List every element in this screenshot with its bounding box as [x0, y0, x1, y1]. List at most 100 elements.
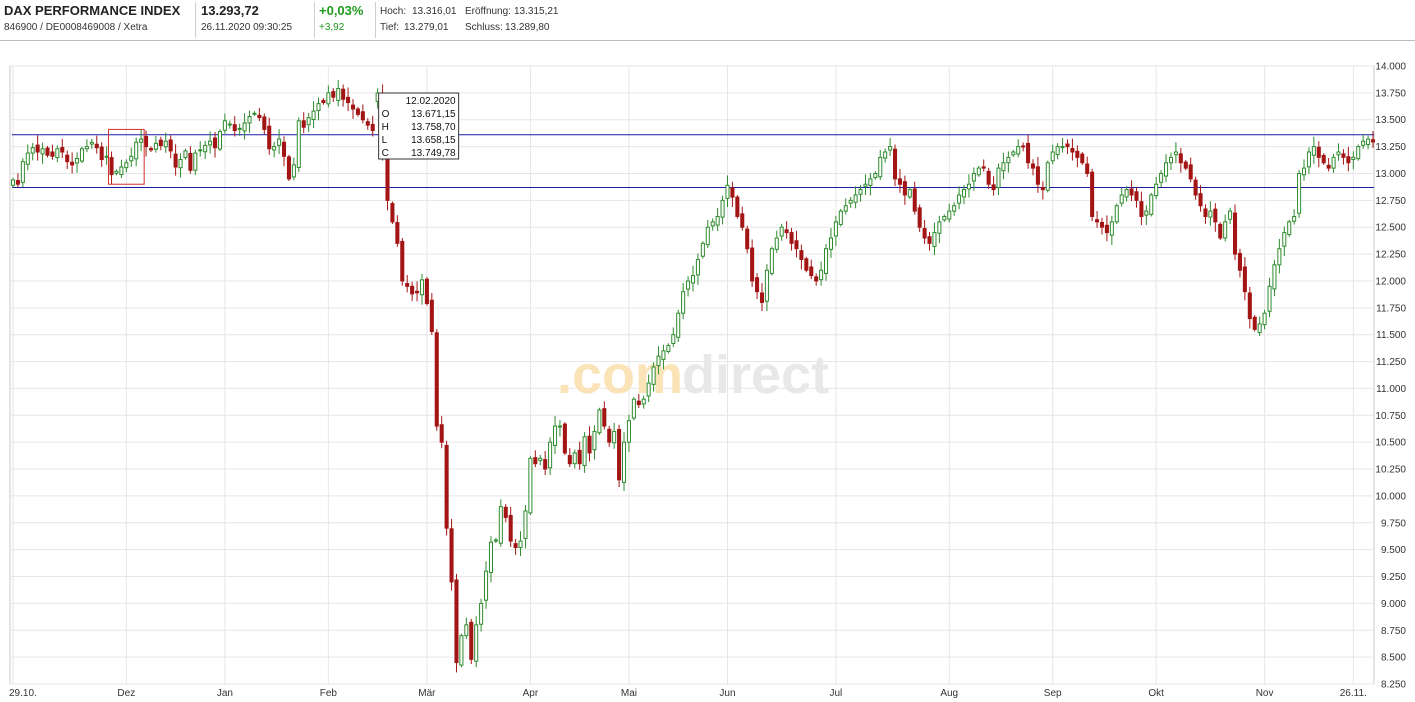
y-tick-label: 12.750: [1375, 196, 1406, 207]
candle-body: [139, 138, 144, 143]
candle-body: [30, 147, 35, 154]
candle-body: [1055, 146, 1060, 156]
candle-body: [50, 151, 55, 157]
tooltip-date: 12.02.2020: [406, 96, 456, 107]
price-chart[interactable]: .com direct 14.00013.75013.50013.25013.0…: [0, 41, 1415, 702]
candle-body: [710, 221, 715, 227]
y-tick-label: 13.500: [1375, 115, 1406, 126]
candle-body: [1193, 179, 1198, 196]
candle-body: [833, 221, 838, 237]
candle-body: [178, 159, 183, 169]
candle-body: [1242, 266, 1247, 293]
candle-body: [227, 123, 232, 126]
candle-body: [232, 124, 237, 131]
candle-body: [168, 139, 173, 152]
instrument-cell: DAX PERFORMANCE INDEX 846900 / DE0008469…: [0, 0, 195, 40]
close-value: 13.289,80: [505, 22, 550, 33]
watermark-suffix: direct: [682, 345, 829, 405]
candle-body: [217, 131, 222, 150]
candle-body: [508, 514, 513, 542]
candle-body: [301, 120, 306, 128]
candle-body: [163, 140, 168, 148]
candle-body: [1001, 162, 1006, 172]
candle-body: [1301, 167, 1307, 176]
candle-body: [119, 166, 124, 176]
candle-body: [1090, 171, 1095, 217]
candle-body: [1040, 186, 1045, 191]
candle-body: [1287, 221, 1292, 236]
quote-datetime: 26.11.2020 09:30:25: [201, 22, 293, 33]
candle-body: [828, 237, 833, 250]
candle-body: [671, 334, 676, 345]
candle-body: [405, 283, 410, 287]
tooltip-key-open: O: [382, 109, 390, 120]
candle-body: [1228, 210, 1233, 220]
candle-body: [592, 430, 597, 451]
x-tick-label: Mai: [621, 688, 637, 699]
candle-body: [1164, 162, 1169, 177]
candle-body: [1208, 210, 1213, 218]
y-tick-label: 12.000: [1375, 276, 1406, 287]
candle-body: [306, 117, 311, 126]
tooltip-box: [378, 92, 460, 160]
candle-body: [528, 457, 533, 514]
candle-body: [390, 203, 395, 223]
ohlc-tooltip: 12.02.2020 O 13.671,15 H 13.758,70 L 13.…: [378, 92, 460, 160]
candle-body: [464, 624, 469, 637]
candle-body: [479, 602, 484, 625]
candle-body: [55, 148, 60, 159]
y-tick-label: 9.500: [1381, 545, 1406, 556]
candle-body: [488, 541, 493, 573]
candle-body: [1326, 164, 1331, 169]
candle-body: [213, 137, 218, 149]
candle-body: [1159, 172, 1164, 183]
candle-body: [720, 199, 725, 218]
candle-body: [193, 152, 198, 171]
candle-body: [415, 290, 420, 294]
candle-body: [686, 280, 691, 290]
candle-body: [971, 172, 976, 182]
tooltip-key-high: H: [382, 122, 389, 133]
candle-body: [104, 155, 109, 158]
candle-body: [784, 229, 789, 234]
candle-body: [548, 441, 553, 469]
candle-body: [365, 121, 370, 126]
candle-body: [1292, 215, 1297, 222]
candle-body: [1272, 264, 1277, 290]
candle-body: [1119, 194, 1124, 204]
divider: [375, 2, 376, 38]
candle-body: [1065, 143, 1070, 148]
candle-body: [272, 146, 277, 151]
candle-body: [730, 187, 735, 198]
candle-body: [153, 142, 158, 150]
candle-body: [129, 155, 134, 162]
y-tick-label: 11.750: [1376, 303, 1406, 314]
y-tick-label: 10.250: [1375, 465, 1406, 476]
candle-body: [1366, 138, 1371, 145]
candle-body: [469, 621, 474, 660]
candle-body: [360, 111, 365, 121]
candle-body: [237, 127, 242, 130]
candle-body: [523, 510, 528, 539]
y-tick-label: 14.000: [1375, 62, 1406, 73]
candle-body: [75, 157, 80, 164]
y-tick-label: 8.500: [1381, 653, 1406, 664]
candle-body: [1282, 232, 1287, 247]
ohlc-cell: Hoch: 13.316,01 Eröffnung: 13.315,21 Tie…: [376, 0, 676, 40]
divider: [314, 2, 315, 38]
candle-body: [188, 152, 193, 171]
candle-body: [434, 332, 439, 427]
candle-body: [459, 635, 464, 666]
candle-body: [681, 291, 686, 314]
candle-body: [1198, 193, 1203, 207]
candle-body: [567, 455, 572, 465]
candle-body: [25, 152, 30, 165]
candle-body: [656, 355, 661, 367]
candle-body: [424, 278, 429, 305]
candle-body: [311, 110, 316, 121]
candle-body: [774, 237, 779, 250]
y-tick-label: 8.250: [1381, 680, 1406, 691]
candle-body: [1351, 156, 1356, 161]
candle-body: [1370, 139, 1376, 143]
candle-body: [853, 194, 858, 203]
